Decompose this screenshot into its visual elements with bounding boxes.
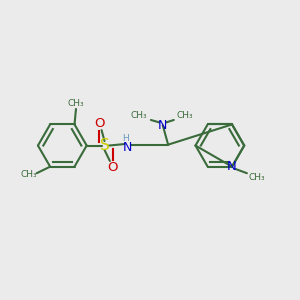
Text: O: O bbox=[94, 117, 104, 130]
Text: CH₃: CH₃ bbox=[20, 170, 37, 179]
Text: O: O bbox=[108, 161, 118, 174]
Text: CH₃: CH₃ bbox=[131, 111, 147, 120]
Text: H: H bbox=[122, 134, 129, 142]
Text: S: S bbox=[100, 138, 110, 153]
Text: N: N bbox=[122, 141, 132, 154]
Text: CH₃: CH₃ bbox=[177, 111, 194, 120]
Text: CH₃: CH₃ bbox=[248, 173, 265, 182]
Text: N: N bbox=[227, 160, 237, 173]
Text: N: N bbox=[158, 119, 167, 132]
Text: CH₃: CH₃ bbox=[68, 98, 84, 107]
